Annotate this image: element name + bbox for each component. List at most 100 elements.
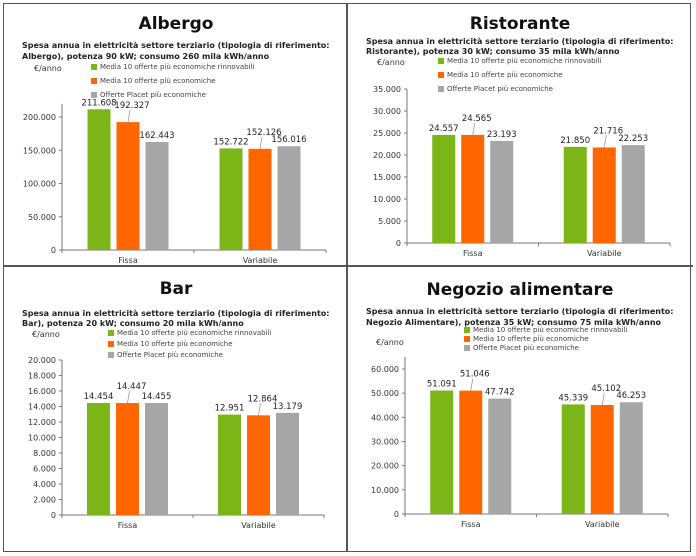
bar-gray [277, 146, 301, 250]
y-axis-unit-label: €/anno [376, 338, 404, 347]
legend-swatch-green [464, 327, 470, 333]
horizontal-divider [3, 265, 693, 267]
bar-green [432, 134, 456, 243]
bar-green [87, 402, 110, 515]
data-label: 14.447 [117, 382, 147, 392]
y-tick-label: 12.000 [28, 418, 56, 427]
x-category-label: Variabile [243, 256, 278, 265]
legend-label: Offerte Placet più economiche [473, 344, 579, 352]
data-label: 211.608 [81, 98, 116, 108]
bar-gray [619, 402, 643, 514]
legend-swatch-orange [108, 341, 114, 347]
x-category-label: Fissa [118, 256, 138, 265]
legend-swatch-orange [91, 78, 97, 84]
chart-title: Negozio alimentare [427, 280, 614, 300]
data-label-leader [603, 135, 607, 148]
bar-gray [145, 402, 168, 515]
data-label: 22.253 [618, 134, 648, 144]
bar-gray [488, 398, 512, 514]
data-label: 46.253 [616, 391, 646, 401]
data-label: 14.455 [142, 392, 172, 402]
y-axis-unit-label: €/anno [377, 58, 405, 67]
data-label: 24.557 [429, 124, 459, 134]
data-label: 152.126 [246, 128, 281, 138]
data-label: 23.193 [487, 130, 517, 140]
y-tick-label: 15.000 [373, 173, 401, 182]
data-label: 51.046 [460, 370, 490, 380]
y-tick-label: 10.000 [28, 434, 56, 443]
legend-swatch-gray [108, 352, 114, 358]
bar-gray [276, 412, 299, 515]
legend-label: Media 10 offerte più economiche [473, 335, 589, 343]
chart-subtitle-line2: Albergo), potenza 90 kW; consumo 260 mil… [22, 52, 270, 61]
legend-label: Media 10 offerte più economiche [100, 77, 216, 85]
y-tick-label: 18.000 [28, 372, 56, 381]
y-tick-label: 16.000 [28, 387, 56, 396]
chart-subtitle-line1: Spesa annua in elettricità settore terzi… [22, 41, 329, 50]
data-label: 192.327 [114, 101, 149, 111]
bar-gray [145, 141, 169, 250]
bar-gray [621, 145, 645, 243]
y-tick-label: 0 [51, 511, 56, 520]
y-tick-label: 10.000 [371, 486, 399, 495]
data-label: 162.443 [139, 131, 174, 141]
x-category-label: Fissa [461, 520, 481, 529]
y-tick-label: 40.000 [371, 413, 399, 422]
data-label: 45.339 [558, 393, 588, 403]
bar-orange [247, 415, 270, 515]
bar-green [561, 404, 585, 514]
data-label: 47.742 [485, 388, 515, 398]
panel-bar: Bar Spesa annua in elettricità settore te… [22, 279, 329, 530]
x-category-label: Variabile [587, 249, 622, 258]
data-label: 12.864 [248, 394, 278, 404]
legend-swatch-orange [464, 336, 470, 342]
data-label-leader [127, 390, 130, 404]
y-tick-label: 6.000 [33, 465, 56, 474]
chart-title: Bar [160, 279, 193, 299]
chart-subtitle-line2: Ristorante), potenza 30 kW; consumo 35 m… [366, 47, 620, 56]
legend-label: Media 10 offerte più economiche rinnovab… [473, 326, 627, 334]
data-label-leader [259, 136, 263, 149]
y-tick-label: 4.000 [33, 480, 56, 489]
data-label-leader [127, 110, 131, 123]
y-tick-label: 50.000 [371, 389, 399, 398]
x-category-label: Variabile [585, 520, 620, 529]
bar-orange [248, 148, 272, 250]
y-tick-label: 20.000 [371, 462, 399, 471]
y-tick-label: 60.000 [371, 365, 399, 374]
panel-albergo: Albergo Spesa annua in elettricità settor… [22, 14, 329, 265]
y-tick-label: 20.000 [28, 356, 56, 365]
data-label: 156.016 [271, 135, 306, 145]
legend-swatch-gray [91, 92, 97, 98]
x-category-label: Fissa [118, 521, 138, 530]
chart-title: Ristorante [470, 14, 570, 34]
vertical-divider [346, 3, 348, 552]
legend-label: Media 10 offerte più economiche [117, 340, 233, 348]
legend-label: Media 10 offerte più economiche [447, 71, 563, 79]
y-axis-unit-label: €/anno [34, 64, 62, 73]
panel-ristorante: Ristorante Spesa annua in elettricità set… [366, 14, 673, 258]
y-tick-label: 2.000 [33, 496, 56, 505]
legend-swatch-gray [438, 86, 444, 92]
legend-swatch-green [91, 64, 97, 70]
data-label: 13.179 [273, 402, 303, 412]
y-tick-label: 35.000 [373, 85, 401, 94]
data-label: 21.850 [560, 136, 590, 146]
legend-label: Media 10 offerte più economiche rinnovab… [447, 57, 601, 65]
data-label: 21.716 [593, 126, 623, 136]
bar-orange [116, 122, 140, 250]
legend-swatch-orange [438, 72, 444, 78]
y-tick-label: 8.000 [33, 449, 56, 458]
bar-orange [116, 403, 139, 515]
x-category-label: Variabile [241, 521, 276, 530]
data-label: 45.102 [591, 384, 621, 394]
data-label-leader [258, 403, 261, 416]
y-tick-label: 0 [394, 510, 399, 519]
panel-negozio-alimentare: Negozio alimentare Spesa annua in elettri… [366, 280, 673, 529]
bar-green [430, 390, 454, 514]
y-tick-label: 200.000 [23, 113, 56, 122]
data-label: 12.951 [215, 404, 245, 414]
chart-title: Albergo [139, 14, 214, 34]
chart-subtitle-line1: Spesa annua in elettricità settore terzi… [366, 307, 673, 316]
y-tick-label: 30.000 [371, 438, 399, 447]
